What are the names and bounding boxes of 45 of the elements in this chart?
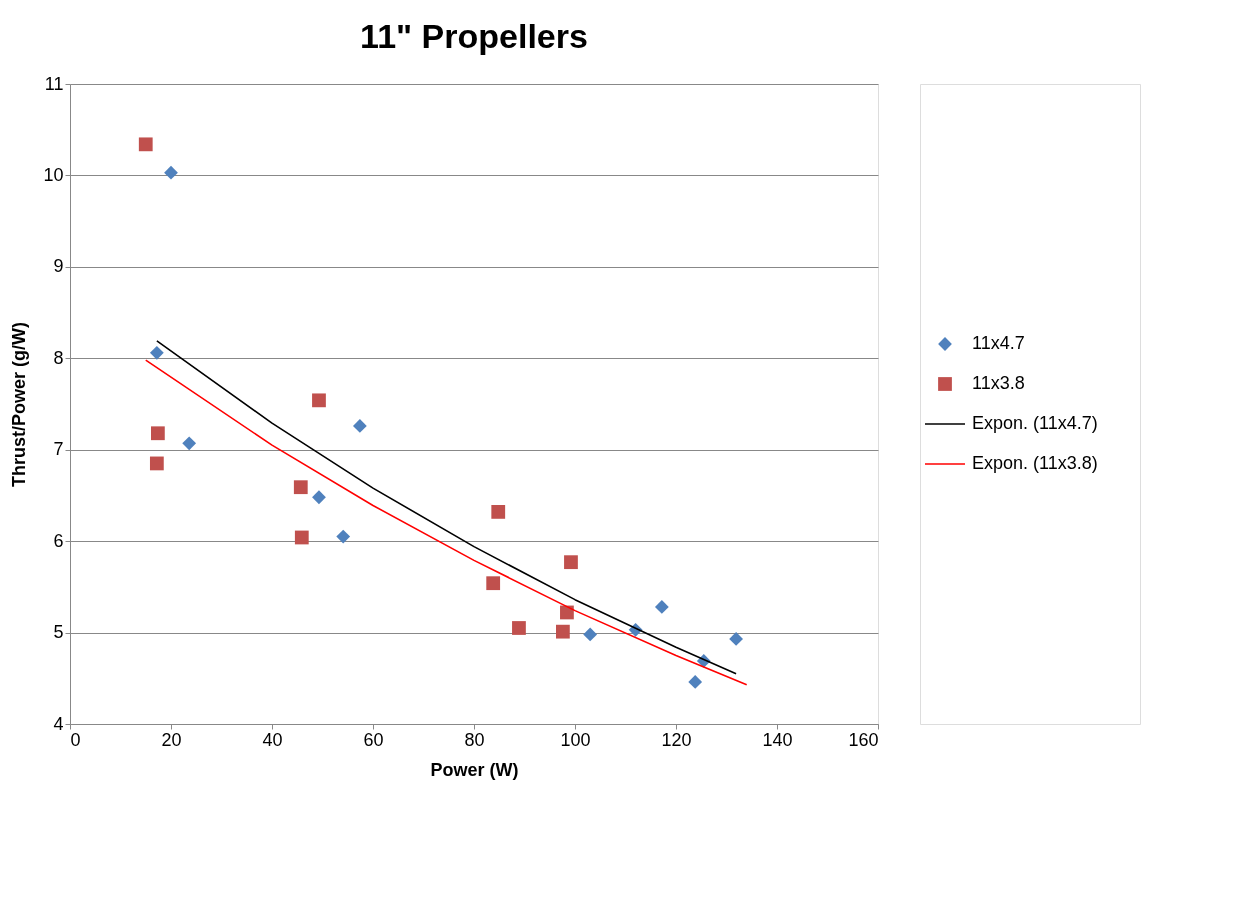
point <box>294 530 309 545</box>
point <box>486 576 501 591</box>
y-axis-title: Thrust/Power (g/W) <box>9 322 30 487</box>
legend-label: 11x3.8 <box>972 373 1025 393</box>
legend-label: Expon. (11x4.7) <box>972 413 1098 433</box>
y-tick-label: 8 <box>53 347 64 368</box>
chart-title: 11" Propellers <box>360 17 588 55</box>
point <box>149 456 164 471</box>
y-tick-label: 7 <box>53 439 64 460</box>
point <box>149 345 164 360</box>
x-tick-label: 80 <box>464 729 485 750</box>
point <box>138 137 153 152</box>
y-tick-label: 6 <box>53 530 64 551</box>
legend-label: 11x4.7 <box>972 333 1025 353</box>
point <box>564 555 578 570</box>
y-tick-label: 5 <box>53 622 64 643</box>
point <box>312 393 326 408</box>
point <box>512 621 526 635</box>
point <box>312 490 326 505</box>
point <box>336 529 351 544</box>
point <box>352 419 367 433</box>
x-axis-title: Power (W) <box>430 759 519 780</box>
x-tick-label: 140 <box>762 729 793 750</box>
point <box>150 426 165 441</box>
point <box>688 675 703 689</box>
x-tick-label: 160 <box>848 729 879 750</box>
legend-label: Expon. (11x3.8) <box>972 453 1098 473</box>
point <box>555 624 570 639</box>
y-tick-label: 4 <box>53 713 64 734</box>
y-tick-label: 9 <box>53 256 64 277</box>
y-tick-label: 11 <box>44 73 64 94</box>
x-tick-label: 40 <box>262 729 283 750</box>
x-tick-label: 60 <box>363 729 384 750</box>
point <box>654 600 669 614</box>
y-tick-label: 10 <box>43 164 64 185</box>
x-tick-label: 20 <box>161 729 182 750</box>
point <box>182 436 197 451</box>
point <box>164 165 178 180</box>
x-tick-label: 120 <box>661 729 692 750</box>
point <box>491 504 506 519</box>
point <box>583 627 598 642</box>
x-tick-label: 0 <box>70 729 81 750</box>
x-tick-label: 100 <box>560 729 591 750</box>
point <box>293 480 308 495</box>
point <box>729 632 743 646</box>
